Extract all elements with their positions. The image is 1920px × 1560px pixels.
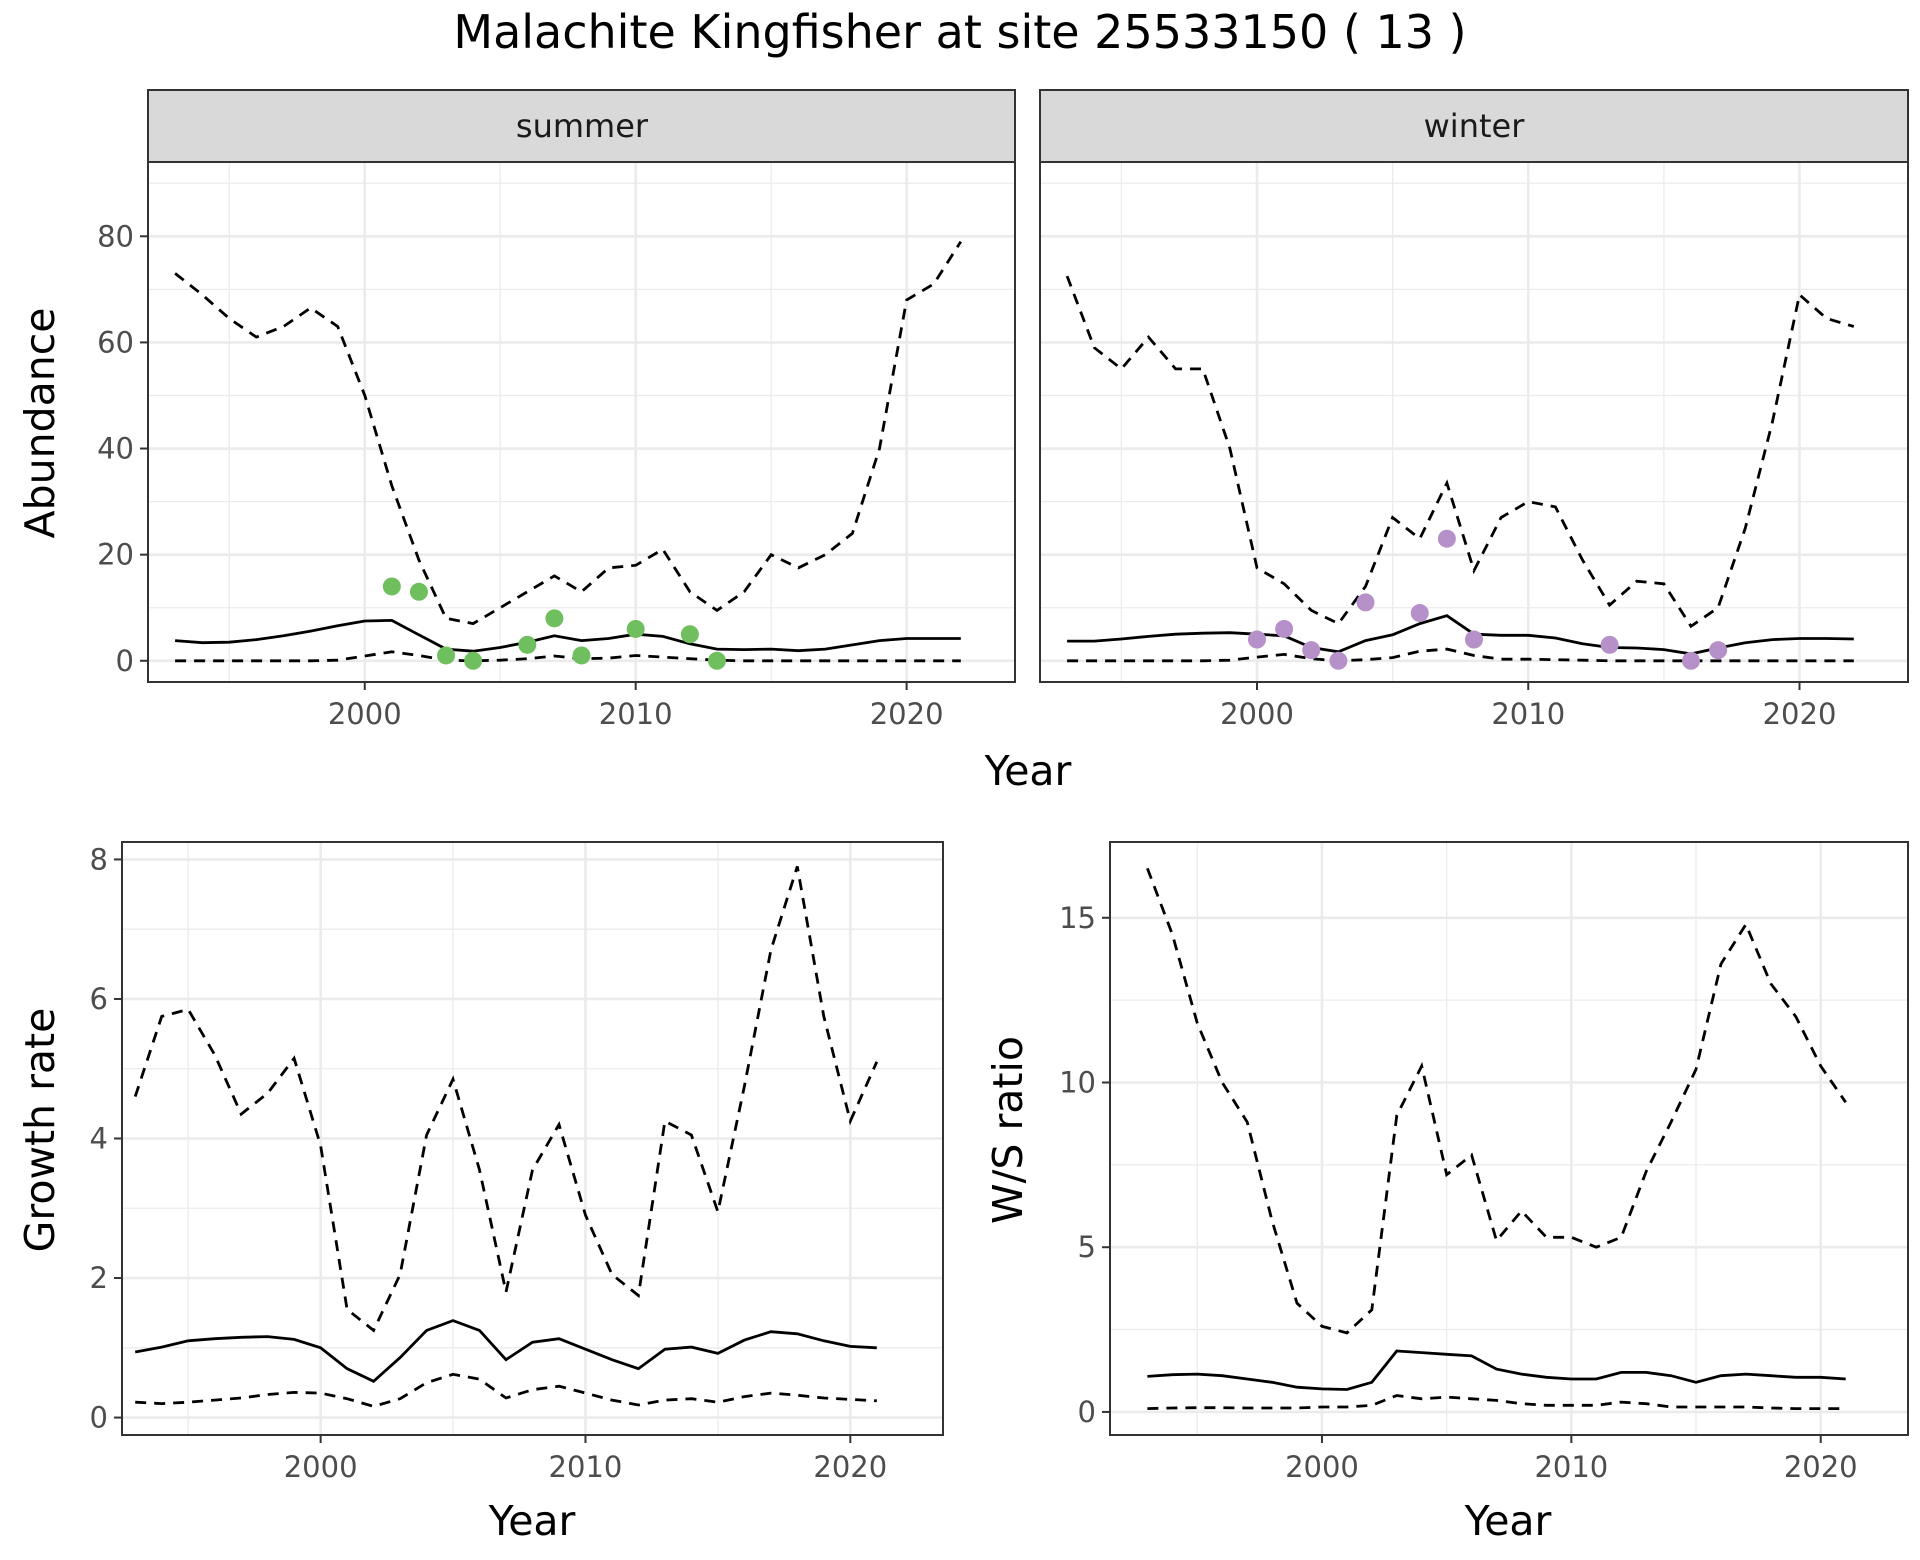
x-tick-label: 2000	[284, 1450, 358, 1484]
panel-border	[147, 161, 1016, 683]
observation-point	[1709, 641, 1728, 660]
x-tick-label: 2020	[870, 697, 944, 731]
growth-y-label: Growth rate	[16, 1008, 64, 1253]
observation-point	[1356, 593, 1375, 612]
growth-panel: 2000 2010 2020 0 2 4 6 8	[90, 841, 944, 1484]
median-line	[174, 618, 961, 653]
abundance-x-label: Year	[984, 747, 1072, 795]
x-tick-label: 2010	[1491, 697, 1565, 731]
winter-strip-label: winter	[1424, 107, 1526, 145]
observation-point	[1437, 529, 1456, 548]
lower-bound-line	[1067, 647, 1854, 663]
observation-point	[464, 651, 483, 670]
y-tick-label: 60	[97, 325, 134, 359]
observation-point	[545, 609, 564, 628]
y-tick-label: 0	[1078, 1395, 1096, 1429]
observation-point	[1329, 651, 1348, 670]
lower-bound-line	[175, 650, 961, 663]
y-tick-label: 5	[1078, 1230, 1096, 1264]
observation-point	[572, 646, 591, 665]
median-line	[134, 1319, 877, 1383]
y-tick-label: 20	[97, 538, 134, 572]
lower-bound-line	[135, 1372, 877, 1408]
summer-strip	[147, 89, 1016, 163]
y-tick-label: 6	[90, 982, 108, 1016]
x-tick-label: 2000	[328, 697, 402, 731]
x-tick-label: 2000	[1220, 697, 1294, 731]
observation-point	[1465, 630, 1483, 649]
winter-panel: 2000 2010 2020	[1039, 89, 1909, 731]
x-tick-label: 2010	[549, 1450, 623, 1484]
observation-point	[437, 646, 456, 665]
observation-point	[1302, 641, 1321, 660]
observation-point	[707, 651, 726, 670]
median-line	[1067, 614, 1854, 656]
lower-bound-line	[1147, 1394, 1846, 1410]
y-tick-label: 0	[90, 1401, 108, 1435]
ratio-y-label: W/S ratio	[984, 1036, 1032, 1224]
y-tick-label: 8	[90, 842, 108, 876]
x-tick-label: 2000	[1285, 1450, 1359, 1484]
x-tick-label: 2010	[599, 697, 673, 731]
y-tick-label: 0	[116, 644, 134, 678]
upper-bound-line	[133, 865, 879, 1333]
y-tick-label: 40	[97, 432, 134, 466]
winter-strip	[1039, 89, 1909, 163]
growth-x-label: Year	[488, 1497, 576, 1545]
y-tick-label: 80	[97, 219, 134, 253]
x-tick-label: 2020	[813, 1450, 887, 1484]
observation-point	[1275, 619, 1294, 638]
observation-point	[626, 619, 645, 638]
summer-strip-label: summer	[516, 107, 649, 145]
upper-bound-line	[1146, 867, 1847, 1335]
x-tick-label: 2020	[1784, 1450, 1858, 1484]
ratio-panel: 2000 2010 2020 0 5 10 15	[1059, 841, 1909, 1484]
abundance-y-label: Abundance	[16, 308, 64, 539]
abundance-chart: 2000 2010 2020 0 20 40 60 80 2000 2010 2020 summe…	[16, 89, 1909, 795]
figure-title: Malachite Kingfisher at site 25533150 ( …	[453, 5, 1466, 59]
x-tick-label: 2010	[1534, 1450, 1608, 1484]
panel-border	[1039, 161, 1909, 683]
y-tick-label: 2	[90, 1261, 108, 1295]
observation-point	[1248, 630, 1266, 649]
y-tick-label: 10	[1059, 1065, 1096, 1099]
observation-point	[680, 625, 699, 644]
median-line	[1147, 1349, 1846, 1391]
y-tick-label: 15	[1059, 901, 1096, 935]
growth-chart: 2000 2010 2020 0 2 4 6 8 Growth rate Year	[16, 841, 944, 1545]
x-tick-label: 2020	[1763, 697, 1837, 731]
observation-point	[1410, 604, 1429, 623]
observation-point	[409, 582, 428, 601]
observation-point	[518, 635, 537, 654]
summer-panel: 2000 2010 2020 0 20 40 60 80	[97, 89, 1016, 731]
y-tick-label: 4	[90, 1122, 108, 1156]
observation-point	[382, 577, 401, 596]
panel-border	[1109, 841, 1909, 1436]
upper-bound-line	[1065, 275, 1855, 629]
upper-bound-line	[174, 240, 962, 626]
ratio-chart: 2000 2010 2020 0 5 10 15 W/S ratio Year	[984, 841, 1909, 1545]
observation-point	[1600, 635, 1619, 654]
observation-point	[1682, 651, 1700, 670]
ratio-x-label: Year	[1464, 1497, 1552, 1545]
